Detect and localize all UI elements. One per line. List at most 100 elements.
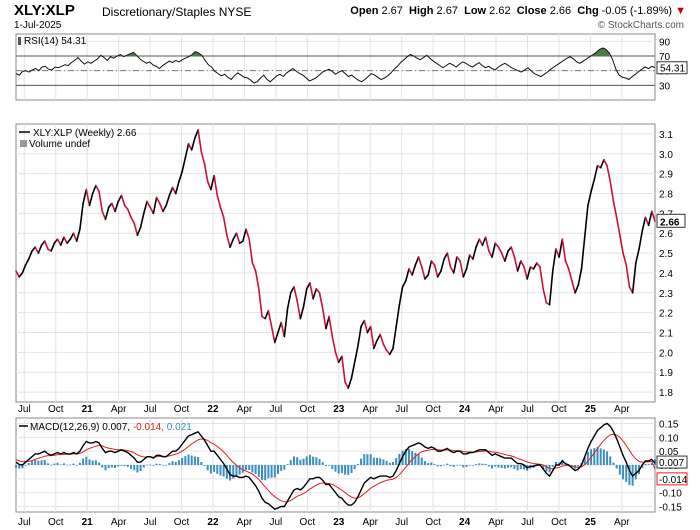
macd-histogram-bar <box>229 465 232 481</box>
x-tick-label-macd: Apr <box>614 517 630 528</box>
rsi-panel-frame <box>15 33 656 101</box>
macd-histogram-bar <box>360 458 363 465</box>
rsi-y-tick-label: 30 <box>659 81 671 92</box>
price-segment <box>34 246 40 254</box>
macd-histogram-bar <box>388 462 391 465</box>
macd-histogram-bar <box>257 465 260 477</box>
x-tick-label-macd: Oct <box>48 517 64 528</box>
macd-histogram-bar <box>296 457 299 465</box>
price-segment <box>430 260 436 266</box>
macd-histogram-bar <box>475 464 478 465</box>
price-segment <box>631 262 637 294</box>
macd-histogram-bar <box>356 463 359 465</box>
macd-histogram-bar <box>436 465 439 467</box>
price-segment <box>197 129 203 153</box>
macd-histogram-bar <box>130 465 133 469</box>
macd-histogram-bar <box>66 464 69 466</box>
price-segment <box>213 174 219 197</box>
price-segment <box>222 216 228 236</box>
price-segment <box>101 210 107 221</box>
macd-histogram-bar <box>142 465 145 468</box>
macd-histogram-bar <box>481 463 484 465</box>
price-segment <box>567 268 573 282</box>
x-tick-label-price: Jul <box>144 404 157 415</box>
price-y-tick-label: 1.8 <box>659 388 673 399</box>
price-segment <box>226 234 231 248</box>
price-segment <box>478 238 484 246</box>
price-segment <box>178 170 183 183</box>
price-segment <box>609 180 615 203</box>
macd-last-value-box <box>656 455 688 469</box>
price-segment <box>229 238 235 248</box>
price-y-tick-label: 2.6 <box>659 229 673 240</box>
macd-histogram-bar <box>155 463 158 465</box>
macd-histogram-bar <box>523 465 526 470</box>
macd-histogram-bar <box>107 465 110 469</box>
price-segment <box>452 256 458 274</box>
price-segment <box>56 238 62 246</box>
price-segment <box>315 288 321 294</box>
x-tick-label-macd: 24 <box>459 517 471 528</box>
price-segment <box>203 162 209 183</box>
x-tick-label-macd: Oct <box>300 517 316 528</box>
macd-histogram-bar <box>602 449 605 465</box>
macd-histogram-bar <box>56 462 59 465</box>
macd-histogram-bar <box>181 458 184 465</box>
macd-histogram-bar <box>363 454 366 465</box>
price-y-tick-label: 2.4 <box>659 269 673 280</box>
rsi-line <box>15 47 656 84</box>
macd-histogram-bar <box>216 465 219 474</box>
x-tick-label-macd: Oct <box>174 517 190 528</box>
macd-histogram-bar <box>427 463 430 465</box>
price-y-tick-label: 2.2 <box>659 309 673 320</box>
price-segment <box>564 260 570 270</box>
macd-histogram-bar <box>644 463 647 465</box>
price-segment <box>104 206 110 221</box>
macd-histogram-bar <box>264 465 267 481</box>
price-segment <box>286 291 292 310</box>
macd-histogram-bar <box>446 463 449 465</box>
macd-histogram-bar <box>94 460 97 465</box>
price-segment <box>577 268 583 286</box>
macd-histogram-bar <box>203 465 206 466</box>
macd-histogram-bar <box>516 465 519 471</box>
macd-histogram-bar <box>206 465 209 471</box>
x-tick-label-price: Jul <box>18 404 31 415</box>
price-segment <box>165 194 171 207</box>
price-segment <box>615 216 621 236</box>
price-segment <box>123 204 129 211</box>
volume-legend-icon <box>20 140 27 147</box>
macd-histogram-bar <box>577 465 580 467</box>
price-segment <box>95 184 100 193</box>
macd-histogram-bar <box>213 465 216 472</box>
x-tick-label-price: Oct <box>48 404 64 415</box>
price-segment <box>114 200 120 213</box>
x-tick-label-price: Oct <box>551 404 567 415</box>
price-segment <box>325 315 330 330</box>
ohlc-summary: Open 2.67 High 2.67 Low 2.62 Close 2.66 … <box>350 5 686 17</box>
x-tick-label-macd: Jul <box>395 517 408 528</box>
price-segment <box>299 305 305 320</box>
price-segment <box>606 164 612 183</box>
price-segment <box>644 216 650 227</box>
macd-histogram-bar <box>455 465 458 466</box>
price-segment <box>641 216 647 233</box>
macd-histogram-bar <box>315 457 318 465</box>
x-tick-label-price: Apr <box>111 404 127 415</box>
macd-histogram-bar <box>174 461 177 465</box>
price-segment <box>350 361 356 379</box>
x-tick-label-price: Oct <box>174 404 190 415</box>
price-segment <box>619 234 624 254</box>
price-y-tick-label: 1.9 <box>659 368 673 379</box>
price-segment <box>551 248 557 272</box>
macd-histogram-bar <box>561 459 564 465</box>
price-segment <box>504 250 509 262</box>
macd-histogram-bar <box>267 465 270 479</box>
price-segment <box>532 262 538 270</box>
macd-histogram-bar <box>542 465 545 470</box>
chart-date: 1-Jul-2025 <box>14 20 62 31</box>
price-segment <box>190 137 196 151</box>
price-segment <box>363 319 369 334</box>
rsi-legend-swatch <box>18 37 21 45</box>
macd-histogram-bar <box>625 465 628 482</box>
